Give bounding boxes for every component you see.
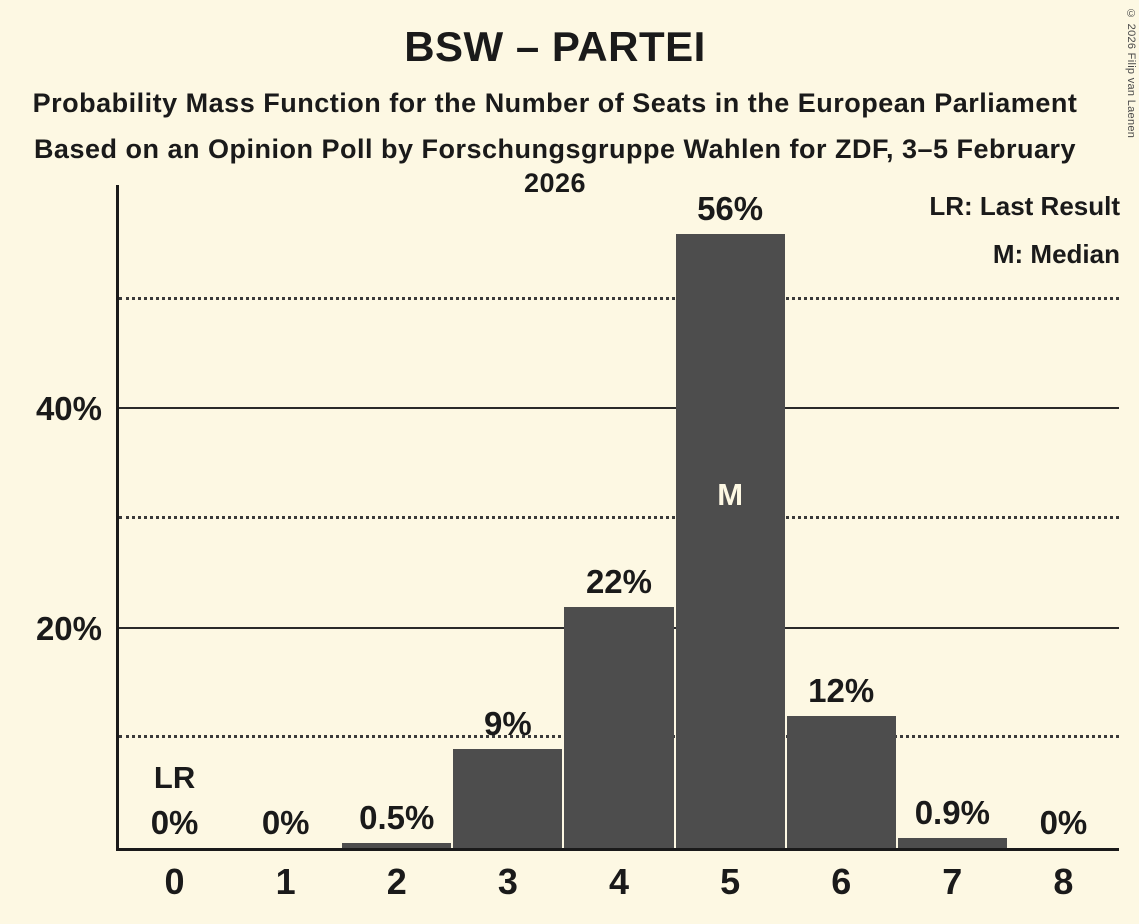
bar-4 [564, 606, 674, 848]
legend-entry-median: M: Median [992, 239, 1120, 269]
bar-7 [897, 838, 1007, 848]
gridline-30 [119, 515, 1119, 519]
bar-value-label-6: 12% [808, 672, 875, 710]
plot-area: 20% 40% 0% LR 0% 0.5% 9% 22% 56% M 12% 0.9% 0% 0 1 2 3… [36, 185, 1119, 902]
bar-3 [453, 749, 563, 848]
x-tick-label-6: 6 [831, 861, 852, 902]
bar-value-label-2: 0.5% [359, 798, 435, 836]
x-tick-label-0: 0 [164, 861, 185, 902]
x-tick-label-4: 4 [608, 861, 629, 902]
x-tick-label-3: 3 [497, 861, 518, 902]
x-tick-label-1: 1 [275, 861, 296, 902]
y-tick-label-20: 20% [35, 609, 102, 647]
chart-title: BSW – PARTEI [404, 23, 706, 70]
chart-subtitle: Probability Mass Function for the Number… [32, 88, 1078, 118]
x-tick-label-2: 2 [386, 861, 407, 902]
bar-value-label-5: 56% [697, 189, 764, 227]
y-axis-line [116, 185, 119, 848]
x-axis-line [116, 848, 1119, 851]
bar-value-label-7: 0.9% [914, 794, 990, 832]
bar-value-label-4: 22% [585, 562, 653, 600]
bar-5 [675, 233, 785, 848]
bar-value-label-8: 0% [1039, 804, 1088, 841]
copyright-notice: © 2026 Filip van Laenen [1125, 8, 1137, 139]
bar-2 [342, 842, 452, 848]
bar-value-label-3: 9% [484, 705, 532, 743]
y-tick-label-40: 40% [35, 390, 102, 428]
x-tick-label-8: 8 [1053, 861, 1074, 902]
gridline-40 [119, 407, 1119, 410]
x-tick-label-5: 5 [720, 861, 741, 902]
legend-entry-last-result: LR: Last Result [929, 191, 1120, 221]
bar-marker-m-5: M [717, 477, 744, 513]
bar-6 [786, 716, 896, 848]
chart-legend: LR: Last Result M: Median [929, 182, 1120, 278]
bar-value-label-1: 0% [261, 804, 310, 841]
gridline-50 [119, 296, 1119, 300]
bar-marker-lr-0: LR [153, 760, 196, 795]
bar-value-label-0: 0% [150, 804, 199, 841]
x-tick-label-7: 7 [942, 861, 963, 902]
chart-source-subtitle: Based on an Opinion Poll by Forschungsgr… [33, 134, 1077, 198]
